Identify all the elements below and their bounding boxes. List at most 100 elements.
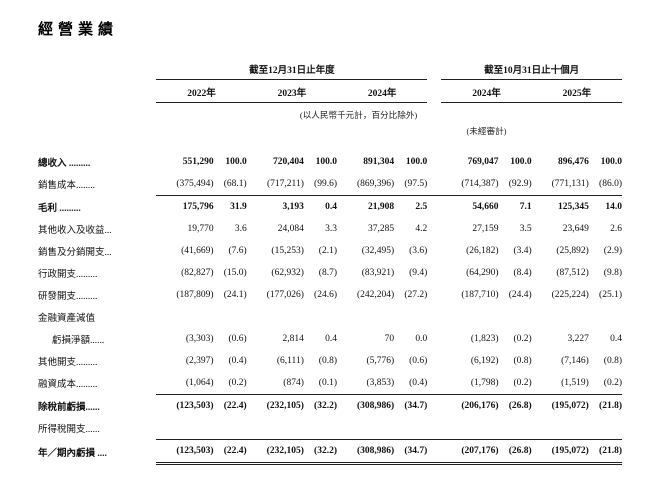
document-page: 經營業績 截至12月31日止年度 截至10月31日止十個月 2022年 2023… <box>38 22 622 465</box>
value-cell <box>247 306 304 328</box>
column-gap <box>427 328 441 350</box>
percent-cell <box>589 306 622 328</box>
value-cell: (3,853) <box>366 378 395 388</box>
column-gap <box>427 59 441 80</box>
percent-cell: (0.2) <box>228 378 247 388</box>
header-spacer <box>156 121 427 151</box>
table-row: 研發開支......... (187,809) (24.1) (177,026) (24… <box>38 284 622 306</box>
column-gap <box>427 103 441 122</box>
value-cell: (874) <box>283 378 304 388</box>
table-row: 行政開支......... (82,827) (15.0) (62,932) (8.7)… <box>38 262 622 284</box>
value-cell: (87,512) <box>556 268 589 278</box>
row-label: 行政開支......... <box>38 270 98 280</box>
value-cell: (232,105) <box>246 439 304 465</box>
percent-cell: (3.6) <box>409 246 428 256</box>
period-annual-header: 截至12月31日止年度 <box>156 59 428 80</box>
percent-cell: (22.4) <box>213 394 247 417</box>
column-gap <box>427 262 441 284</box>
value-cell: (771,131) <box>551 179 589 189</box>
value-cell: (123,503) <box>156 394 214 417</box>
table-row: 銷售及分銷開支... (41,669) (7.6) (15,253) (2.1) (32,… <box>38 240 622 262</box>
percent-cell: (24.4) <box>508 290 532 300</box>
row-label: 金融資產減值 <box>38 314 96 324</box>
value-cell: (717,211) <box>267 179 304 189</box>
percent-cell: 14.0 <box>588 195 622 218</box>
percent-cell: 0.0 <box>415 334 428 344</box>
value-cell: (123,503) <box>156 439 214 465</box>
column-gap <box>427 417 441 440</box>
percent-cell: (0.8) <box>603 356 622 366</box>
percent-cell: (3.4) <box>513 246 532 256</box>
value-cell: (41,669) <box>181 246 214 256</box>
value-cell: (187,710) <box>461 290 499 300</box>
row-label: 融資成本......... <box>38 380 98 391</box>
percent-cell: (86.0) <box>599 179 622 189</box>
percent-cell: 2.6 <box>610 224 622 234</box>
column-gap <box>427 284 441 306</box>
value-cell: (26,182) <box>466 246 499 256</box>
row-label: 其他收入及收益... <box>38 226 112 236</box>
percent-cell: (0.4) <box>228 356 247 366</box>
value-cell: (195,072) <box>531 439 589 465</box>
column-gap <box>427 240 441 262</box>
header-spacer <box>38 121 156 151</box>
period-ten-month-header: 截至10月31日止十個月 <box>441 59 622 80</box>
table-row: 融資成本......... (1,064) (0.2) (874) (0.1) (3,85… <box>38 372 622 395</box>
row-label: 所得稅開支...... <box>38 425 100 436</box>
percent-cell: (32.2) <box>303 394 337 417</box>
header-spacer <box>38 103 156 122</box>
value-cell: (6,192) <box>470 356 499 366</box>
year-2023-header: 2023年 <box>246 79 337 103</box>
percent-cell: (0.1) <box>318 378 337 388</box>
percent-cell: (7.6) <box>228 246 247 256</box>
row-label: 銷售及分銷開支... <box>38 248 112 258</box>
value-cell: (714,387) <box>461 179 499 189</box>
column-gap <box>427 218 441 240</box>
value-cell: (308,986) <box>336 439 395 465</box>
value-cell: 769,047 <box>467 157 499 167</box>
percent-cell: (0.2) <box>513 378 532 388</box>
percent-cell: (21.8) <box>588 394 622 417</box>
currency-note: (以人民幣千元計，百分比除外) <box>299 110 418 120</box>
percent-cell: 3.6 <box>234 224 247 234</box>
table-row: 除稅前虧損...... (123,503) (22.4) (232,105) (32.2… <box>38 394 622 417</box>
value-cell: 551,290 <box>182 157 214 167</box>
value-cell: (82,827) <box>181 268 214 278</box>
value-cell: (1,519) <box>561 378 589 388</box>
operating-results-table: 截至12月31日止年度 截至10月31日止十個月 2022年 2023年 202… <box>38 59 622 465</box>
year-header-row: 2022年 2023年 2024年 2024年 2025年 <box>38 79 622 103</box>
percent-cell: (0.8) <box>513 356 532 366</box>
currency-note-row: (以人民幣千元計，百分比除外) <box>38 103 622 122</box>
percent-cell: 100.0 <box>405 157 428 167</box>
header-spacer <box>38 59 156 80</box>
value-cell: (7,146) <box>561 356 589 366</box>
value-cell: (232,105) <box>246 394 304 417</box>
value-cell: (187,809) <box>176 290 214 300</box>
value-cell: (308,986) <box>336 394 395 417</box>
percent-cell <box>304 306 337 328</box>
value-cell: (207,176) <box>441 439 499 465</box>
period-header-row: 截至12月31日止年度 截至10月31日止十個月 <box>38 59 622 80</box>
value-cell <box>441 306 498 328</box>
column-gap <box>427 80 441 103</box>
row-label: 其他開支......... <box>38 358 98 368</box>
value-cell <box>337 306 394 328</box>
column-gap <box>427 306 441 328</box>
percent-cell: (34.7) <box>394 439 428 465</box>
column-gap <box>427 173 441 196</box>
row-label: 研發開支......... <box>38 292 98 302</box>
value-cell: 19,770 <box>187 224 214 234</box>
table-row: 年／期內虧損 .... (123,503) (22.4) (232,105) (32.2… <box>38 439 622 465</box>
table-row: 毛利 ......... 175,796 31.9 3,193 0.4 21,908 2.5… <box>38 195 622 218</box>
value-cell: 37,285 <box>368 224 395 234</box>
percent-cell: 4.2 <box>415 224 428 234</box>
table-row: 總收入 ......... 551,290 100.0 720,404 100.0 891… <box>38 151 622 173</box>
percent-cell: (68.1) <box>223 179 247 189</box>
value-cell: 70 <box>384 334 395 344</box>
row-label: 總收入 ......... <box>38 159 91 169</box>
column-gap <box>427 439 442 465</box>
percent-cell: 7.1 <box>498 195 532 218</box>
value-cell: 27,159 <box>472 224 499 234</box>
value-cell: 891,304 <box>363 157 395 167</box>
value-cell: (242,204) <box>356 290 395 300</box>
